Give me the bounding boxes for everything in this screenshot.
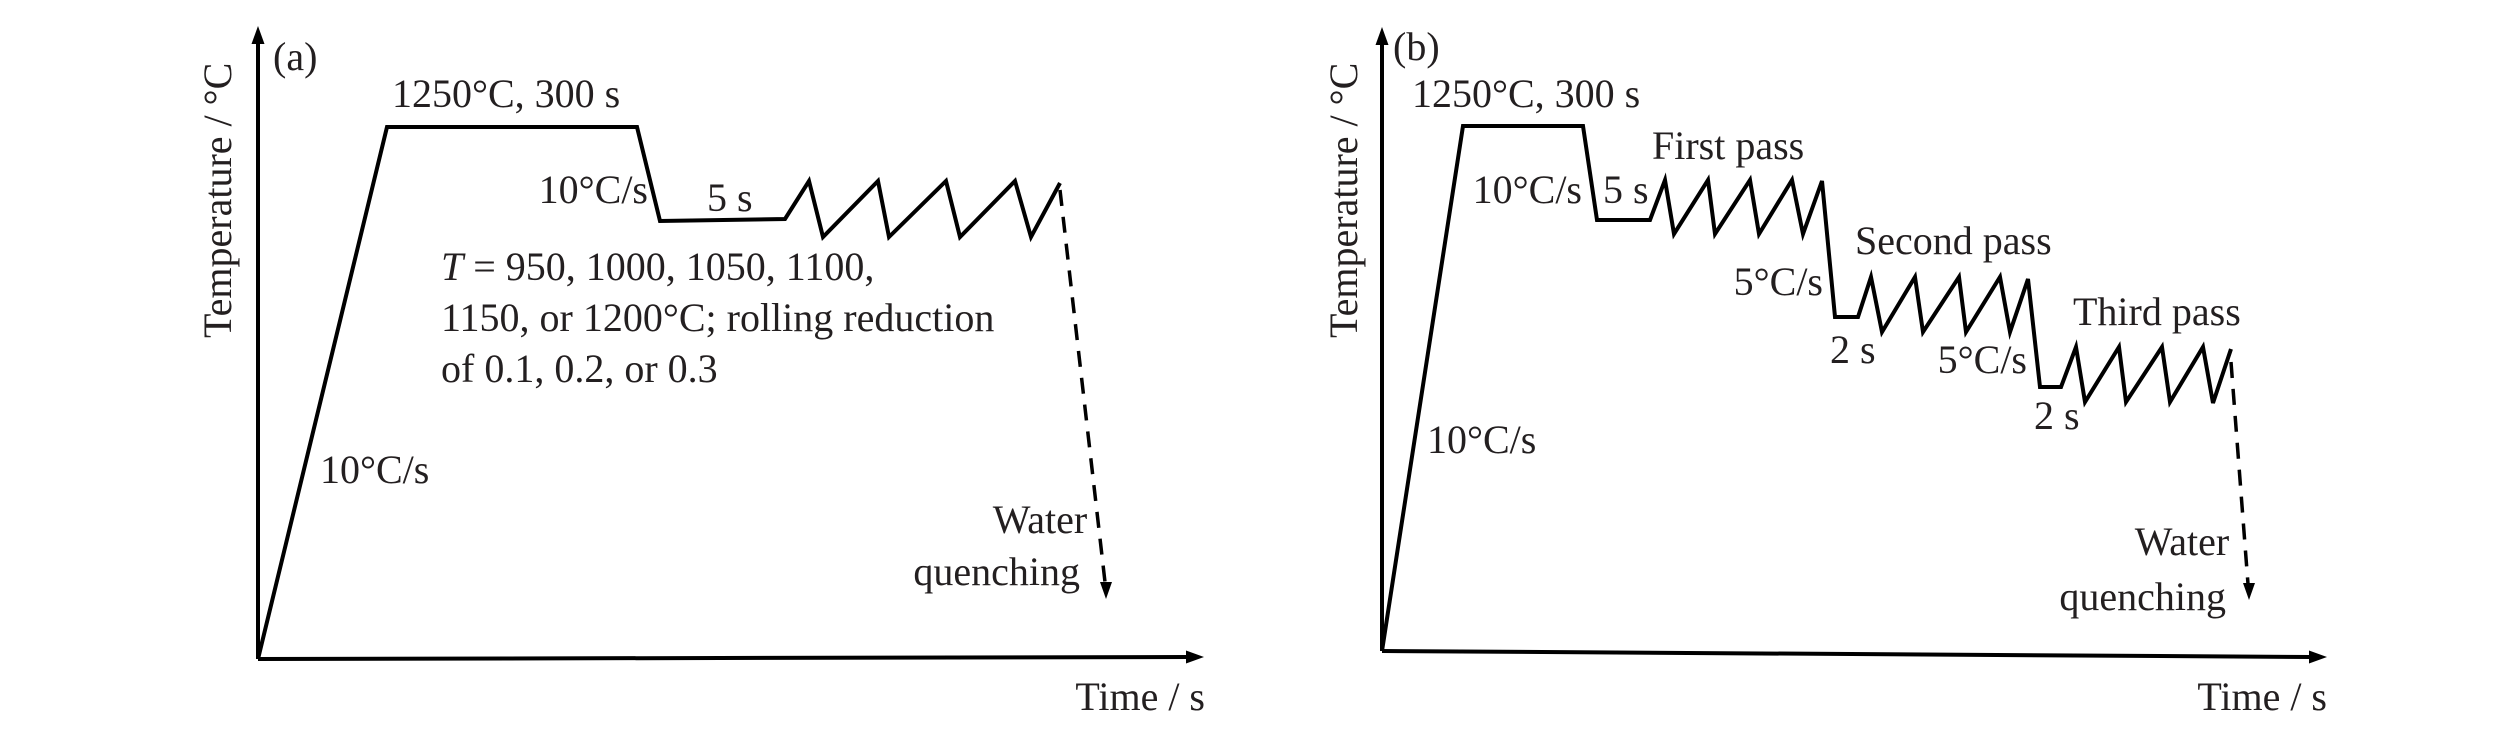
cooling-rate-label: 10°C/s — [1473, 167, 1582, 212]
panel-tag: (a) — [273, 34, 317, 79]
x-axis-label: Time / s — [2197, 674, 2327, 719]
hold-time-label-2: 2 s — [1830, 327, 1876, 372]
x-axis-arrowhead — [1186, 650, 1204, 664]
y-axis-arrowhead — [1375, 27, 1389, 45]
quench-arrowhead — [1100, 582, 1112, 599]
quench-label-line-2: quenching — [913, 549, 1080, 594]
x-axis — [1381, 649, 2311, 659]
cooling-rate-label: 10°C/s — [539, 167, 648, 212]
temperature-values: = 950, 1000, 1050, 1100, — [463, 244, 874, 289]
y-axis-label: Temperature / °C — [1321, 63, 1366, 338]
soak-label: 1250°C, 300 s — [1412, 71, 1640, 116]
x-axis — [257, 655, 1189, 661]
quench-label-line-1: Water — [2135, 519, 2230, 564]
y-axis-label: Temperature / °C — [195, 63, 240, 338]
third-pass-label: Third pass — [2073, 289, 2241, 334]
temperature-profile-line — [1380, 124, 2233, 652]
heating-rate-label: 10°C/s — [320, 447, 429, 492]
panel-tag: (b) — [1393, 24, 1440, 69]
y-axis-arrowhead — [251, 26, 265, 44]
hold-time-label: 5 s — [707, 175, 753, 220]
conditions-note-line-1: T = 950, 1000, 1050, 1100, — [441, 244, 874, 289]
conditions-note-line-3: of 0.1, 0.2, or 0.3 — [441, 346, 718, 391]
quench-arrowhead — [2243, 583, 2255, 600]
conditions-note-line-2: 1150, or 1200°C; rolling reduction — [441, 295, 994, 340]
quench-dashed-line — [1058, 189, 1107, 583]
hold-time-label-3: 2 s — [2034, 393, 2080, 438]
quench-dashed-line — [2229, 361, 2250, 585]
panel-a: Temperature / °C Time / s (a) 1250°C, 30… — [195, 26, 1205, 719]
temperature-variable: T — [441, 244, 466, 289]
heating-rate-label: 10°C/s — [1427, 417, 1536, 462]
x-axis-label: Time / s — [1075, 674, 1205, 719]
first-pass-label: First pass — [1652, 123, 1804, 168]
second-pass-label: Second pass — [1855, 218, 2052, 263]
hold-time-label-1: 5 s — [1603, 167, 1649, 212]
soak-label: 1250°C, 300 s — [392, 71, 620, 116]
x-axis-arrowhead — [2309, 650, 2327, 664]
cooling-rate-label-2: 5°C/s — [1734, 259, 1823, 304]
temperature-profile-line — [256, 125, 1062, 660]
quench-label-line-2: quenching — [2059, 574, 2226, 619]
cooling-rate-label-3: 5°C/s — [1938, 337, 2027, 382]
quench-label-line-1: Water — [993, 497, 1088, 542]
panel-b: Temperature / °C Time / s (b) 1250°C, 30… — [1321, 24, 2327, 719]
